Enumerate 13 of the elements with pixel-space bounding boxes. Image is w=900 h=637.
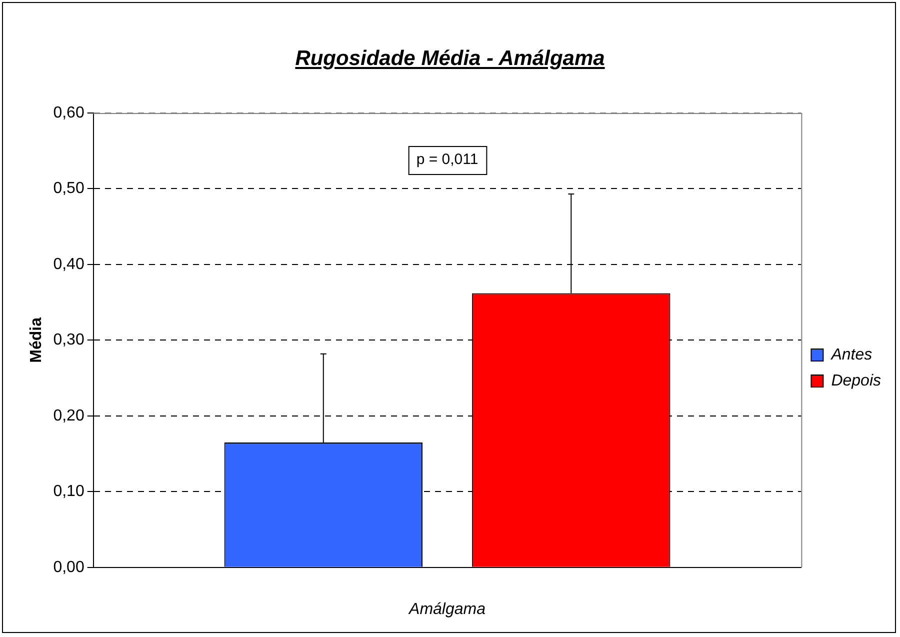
y-tick-label: 0,30 xyxy=(53,332,84,349)
x-axis-title: Amálgama xyxy=(408,600,486,618)
chart-title: Rugosidade Média - Amálgama xyxy=(294,47,606,71)
legend-label: Antes xyxy=(830,346,872,364)
y-tick-label: 0,20 xyxy=(53,407,84,424)
y-tick-label: 0,60 xyxy=(53,104,84,122)
y-axis-title: Média xyxy=(28,317,46,363)
annotation: p = 0,011 xyxy=(416,151,478,168)
legend-label: Depois xyxy=(831,372,882,390)
y-tick-label: 0,10 xyxy=(53,483,84,500)
y-tick-label: 0,40 xyxy=(53,256,84,273)
y-tick-label: 0,00 xyxy=(53,558,84,576)
y-tick-label: 0,50 xyxy=(53,180,84,198)
